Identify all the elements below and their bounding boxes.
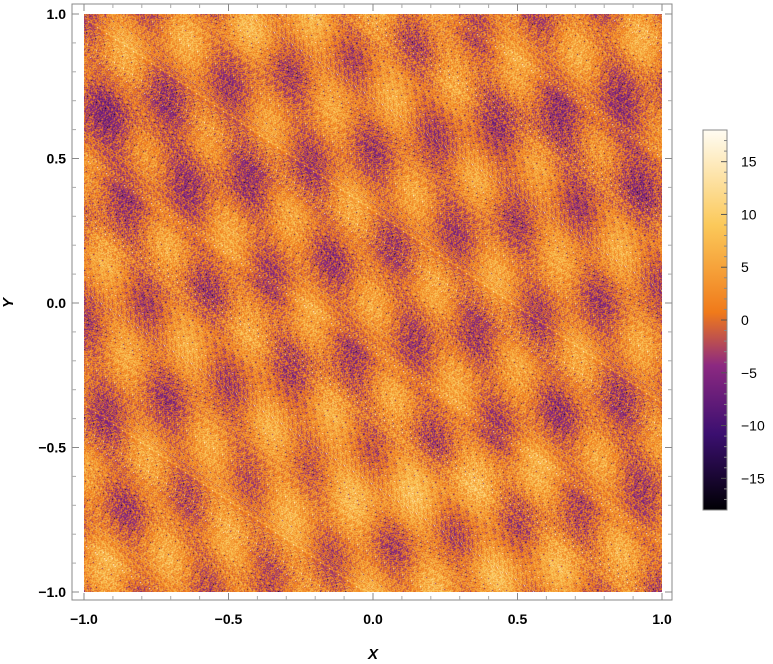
x-tick-label: −0.5 <box>215 611 243 627</box>
plot-frame <box>71 3 673 601</box>
y-axis-title: Y <box>0 296 17 308</box>
heatmap-canvas <box>84 14 662 592</box>
x-axis-ticks: −1.0 −0.5 0.0 0.5 1.0 <box>70 4 672 627</box>
y-tick-label: −1.0 <box>38 584 66 600</box>
colorbar-tick-label: −5 <box>741 365 757 381</box>
colorbar-tick-label: 0 <box>741 312 749 328</box>
colorbar-tick-label: −15 <box>741 470 765 486</box>
y-axis-ticks: −1.0 −0.5 0.0 0.5 1.0 <box>38 6 672 600</box>
x-tick-label: −1.0 <box>70 611 98 627</box>
y-tick-label: 0.0 <box>47 295 67 311</box>
x-tick-label: 0.0 <box>363 611 383 627</box>
y-tick-label: 1.0 <box>47 6 67 22</box>
colorbar-tick-label: 5 <box>741 259 749 275</box>
y-tick-label: −0.5 <box>38 440 66 456</box>
x-tick-label: 0.5 <box>508 611 528 627</box>
heatmap-canvas-wrapper <box>84 14 662 592</box>
colorbar-tick-label: 10 <box>741 206 757 222</box>
x-tick-label: 1.0 <box>652 611 672 627</box>
y-tick-label: 0.5 <box>47 151 67 167</box>
colorbar-ticks: −15 −10 −5 0 5 10 15 <box>721 140 765 500</box>
x-axis-title: X <box>367 646 379 663</box>
colorbar-tick-label: 15 <box>741 154 757 170</box>
colorbar-tick-label: −10 <box>741 418 765 434</box>
